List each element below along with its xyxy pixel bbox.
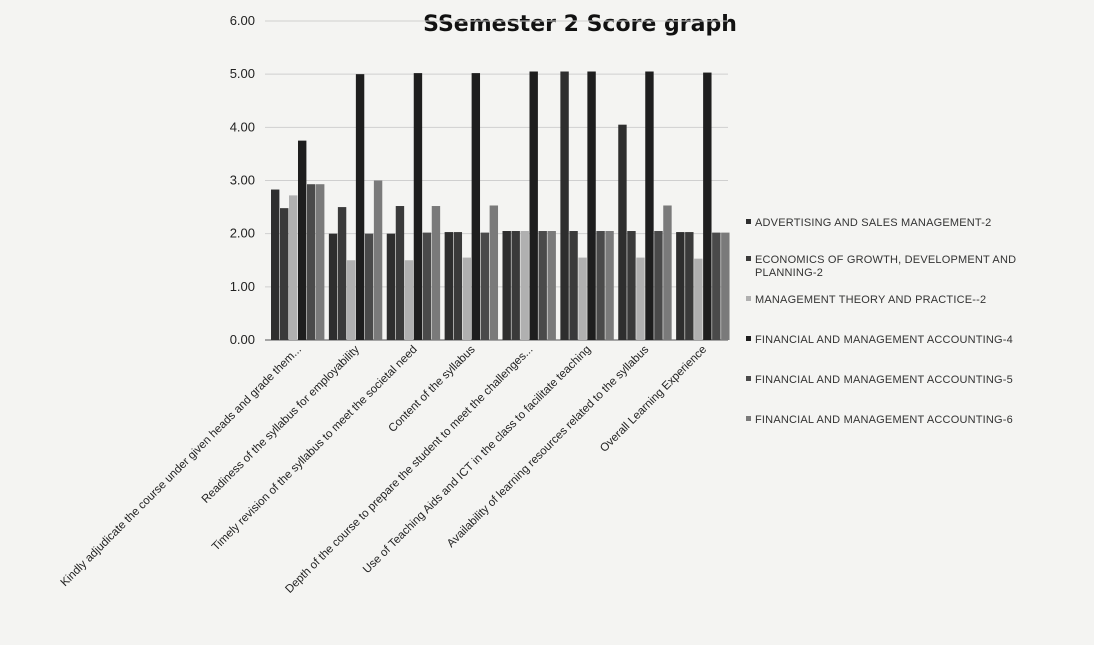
legend-entry: FINANCIAL AND MANAGEMENT ACCOUNTING-4: [755, 334, 1013, 346]
bar: [307, 184, 316, 340]
bar: [618, 124, 627, 340]
bar: [404, 260, 414, 340]
bar: [413, 73, 423, 340]
bar: [703, 72, 712, 341]
bar: [605, 231, 614, 340]
legend-entry: FINANCIAL AND MANAGEMENT ACCOUNTING-6: [755, 414, 1013, 426]
legend: ADVERTISING AND SALES MANAGEMENT-2 ECONOM…: [746, 217, 1016, 426]
bar: [386, 233, 396, 340]
bar: [596, 231, 605, 340]
bar: [280, 208, 289, 340]
bar: [453, 232, 463, 340]
bar: [502, 231, 511, 340]
bar: [547, 231, 556, 340]
legend-entry: FINANCIAL AND MANAGEMENT ACCOUNTING-5: [755, 374, 1013, 386]
x-axis: Kindly adjudicate the course under given…: [59, 343, 709, 595]
bar: [298, 140, 307, 340]
bar: [676, 232, 685, 340]
x-tick-label: Overall Learning Experience: [598, 344, 709, 455]
legend-swatch: [746, 336, 751, 341]
bar: [289, 195, 298, 340]
legend-entry: MANAGEMENT THEORY AND PRACTICE--2: [755, 294, 986, 306]
bar: [511, 231, 520, 340]
bar: [346, 260, 356, 340]
bar: [529, 71, 538, 340]
y-tick-label: 6.00: [230, 13, 255, 28]
bar: [538, 231, 547, 340]
bar: [271, 189, 280, 340]
x-tick-label: Kindly adjudicate the course under given…: [59, 344, 304, 589]
y-tick-label: 0.00: [230, 332, 255, 347]
bar: [636, 257, 645, 340]
x-tick-label: Availability of learning resources relat…: [445, 343, 651, 549]
y-axis: 0.00 1.00 2.00 3.00 4.00 5.00 6.00: [230, 13, 255, 347]
bar: [364, 233, 374, 340]
chart-title: SSemester 2 Score graph: [423, 12, 737, 37]
bar: [328, 233, 338, 340]
legend-swatch: [746, 416, 751, 421]
bar: [395, 206, 405, 340]
bar: [663, 205, 672, 340]
bar: [587, 71, 596, 340]
bars: [271, 71, 730, 341]
bar: [520, 231, 529, 340]
bar: [694, 258, 703, 340]
bar: [645, 71, 654, 340]
bar: [355, 74, 365, 341]
y-tick-label: 2.00: [230, 226, 255, 241]
legend-swatch: [746, 219, 751, 224]
x-tick-label: Use of Teaching Aids and ICT in the clas…: [361, 344, 593, 576]
legend-swatch: [746, 296, 751, 301]
legend-entry: ECONOMICS OF GROWTH, DEVELOPMENT AND PLAN…: [755, 254, 1016, 279]
bar: [569, 231, 578, 340]
bar: [431, 206, 441, 340]
bar: [444, 232, 454, 340]
bar: [316, 184, 325, 340]
legend-swatch: [746, 256, 751, 261]
legend-swatch: [746, 376, 751, 381]
bar: [489, 205, 499, 340]
bar: [337, 207, 347, 340]
legend-entry: ADVERTISING AND SALES MANAGEMENT-2: [755, 217, 991, 229]
bar: [373, 180, 383, 340]
y-tick-label: 5.00: [230, 66, 255, 81]
y-tick-label: 1.00: [230, 279, 255, 294]
bar: [654, 231, 663, 340]
y-tick-label: 3.00: [230, 173, 255, 188]
bar: [627, 231, 636, 340]
bar: [422, 232, 432, 340]
bar: [560, 71, 569, 340]
bar: [471, 73, 481, 340]
bar: [578, 257, 587, 340]
bar: [480, 232, 490, 340]
bar: [712, 232, 721, 340]
y-tick-label: 4.00: [230, 119, 255, 134]
bar: [685, 232, 694, 340]
x-tick-label: Timely revision of the syllabus to meet …: [210, 344, 420, 554]
bar: [462, 257, 472, 340]
bar: [721, 232, 730, 340]
